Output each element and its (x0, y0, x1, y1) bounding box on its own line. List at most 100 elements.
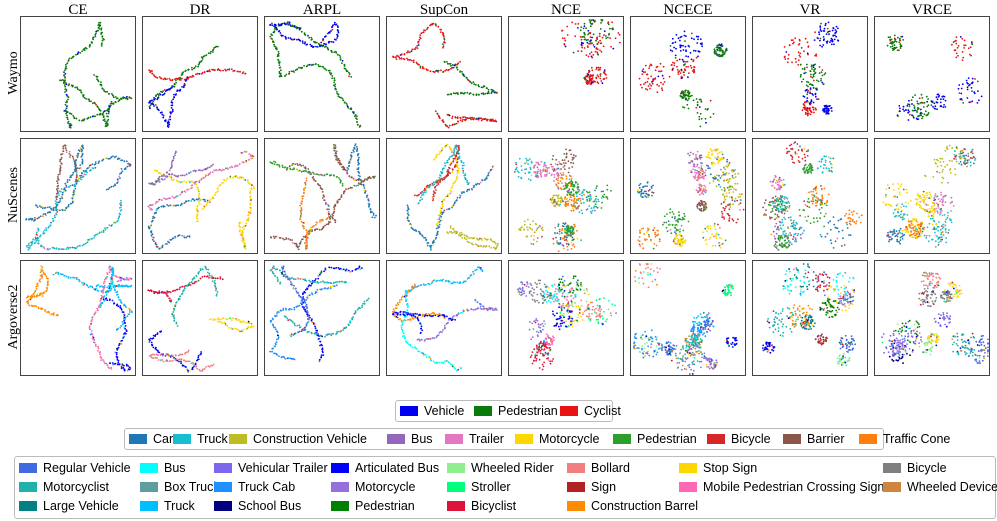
legend-item-bus: Bus (387, 431, 433, 447)
legend-item-large-vehicle: Large Vehicle (19, 498, 119, 514)
column-title-ncece: NCECE (663, 2, 713, 18)
scatter-points (638, 30, 728, 128)
scatter-points (59, 21, 133, 129)
scatter-panel-argoverse2-supcon (386, 260, 502, 376)
scatter-panel-nuscenes-dr (142, 138, 258, 254)
legend-item-regular-vehicle: Regular Vehicle (19, 460, 131, 476)
legend-item-pedestrian: Pedestrian (331, 498, 415, 514)
legend-item-bicyclist: Bicyclist (447, 498, 516, 514)
legend-label: Car (153, 432, 174, 446)
legend-label: Large Vehicle (43, 499, 119, 513)
legend-item-barrier: Barrier (783, 431, 845, 447)
column-title-supcon: SupCon (419, 2, 469, 18)
legend-label: Trailer (469, 432, 504, 446)
scatter-points (25, 144, 132, 251)
tsne-grid: CE DR ARPL SupCon NCE NCECE VR VRCE Waymo NuScene… (6, 2, 990, 376)
scatter-panel-nuscenes-ncece (630, 138, 746, 254)
legend-item-motorcyclist: Motorcyclist (19, 479, 109, 495)
legend-item-truck-cab: Truck Cab (214, 479, 295, 495)
scatter-panel-waymo-vr (752, 16, 868, 132)
scatter-panel-waymo-arpl (264, 16, 380, 132)
legend-label: School Bus (238, 499, 302, 513)
column-title-nce: NCE (551, 2, 581, 18)
legend-nuscenes: Car Truck Construction Vehicle Bus Trailer Mo… (124, 428, 950, 450)
scatter-panel-waymo-dr (142, 16, 258, 132)
legend-label: Wheeled Rider (471, 461, 554, 475)
scatter-points (637, 148, 745, 250)
legend-swatch (214, 501, 232, 511)
scatter-panel-waymo-supcon (386, 16, 502, 132)
legend-swatch (140, 482, 158, 492)
legend-swatch (515, 434, 533, 444)
legend-swatch (679, 482, 697, 492)
legend-swatch (19, 463, 37, 473)
legend-label: Mobile Pedestrian Crossing Sign (703, 480, 885, 494)
legend-swatch (567, 482, 585, 492)
legend-swatch (707, 434, 725, 444)
legend-item-stop-sign: Stop Sign (679, 460, 757, 476)
scatter-panel-waymo-ncece (630, 16, 746, 132)
legend-swatch (229, 434, 247, 444)
legend-label: Truck (164, 499, 195, 513)
scatter-points (882, 144, 977, 248)
scatter-panel-nuscenes-ce (20, 138, 136, 254)
legend-label: Barrier (807, 432, 845, 446)
legend-swatch (214, 463, 232, 473)
scatter-points (392, 22, 498, 129)
legend-swatch (567, 501, 585, 511)
scatter-points (147, 150, 255, 250)
legend-argoverse2: Regular Vehicle Motorcyclist Large Vehicle… (14, 456, 997, 519)
legend-item-bicycle: Bicycle (883, 460, 947, 476)
legend-label: Pedestrian (498, 404, 558, 418)
scatter-panel-argoverse2-dr (142, 260, 258, 376)
legend-swatch (173, 434, 191, 444)
legend-label: Motorcycle (355, 480, 416, 494)
scatter-points (406, 143, 499, 251)
legend-item-articulated-bus: Articulated Bus (331, 460, 439, 476)
scatter-panel-argoverse2-vr (752, 260, 868, 376)
legend-label: Truck Cab (238, 480, 296, 494)
legend-item-vehicle: Vehicle (400, 403, 464, 419)
legend-item-truck: Truck (173, 431, 228, 447)
scatter-points (269, 21, 362, 128)
legend-label: Sign (591, 480, 617, 494)
scatter-points (516, 275, 617, 371)
legend-swatch (447, 501, 465, 511)
legend-item-vehicular-trailer: Vehicular Trailer (214, 460, 328, 476)
legend-item-bicycle: Bicycle (707, 431, 771, 447)
scatter-panel-argoverse2-arpl (264, 260, 380, 376)
legend-item-bus: Bus (140, 460, 186, 476)
legend-item-box-truck: Box Truck (140, 479, 220, 495)
legend-label: Stop Sign (703, 461, 758, 475)
legend-label: Construction Vehicle (253, 432, 367, 446)
legend-item-bollard: Bollard (567, 460, 630, 476)
legend-item-construction-barrel: Construction Barrel (567, 498, 698, 514)
legend-label: Articulated Bus (355, 461, 440, 475)
legend-item-stroller: Stroller (447, 479, 511, 495)
legend-item-pedestrian: Pedestrian (474, 403, 558, 419)
legend-swatch (19, 501, 37, 511)
scatter-panel-nuscenes-vr (752, 138, 868, 254)
legend-swatch (883, 482, 901, 492)
legend-swatch (331, 482, 349, 492)
legend-label: Pedestrian (355, 499, 415, 513)
legend-item-car: Car (129, 431, 173, 447)
legend-label: Cyclist (584, 404, 621, 418)
legend-swatch (140, 501, 158, 511)
scatter-points (25, 265, 133, 372)
column-title-arpl: ARPL (302, 2, 342, 18)
scatter-panel-nuscenes-vrce (874, 138, 990, 254)
legend-label: Bus (164, 461, 186, 475)
legend-label: Box Truck (164, 480, 220, 494)
scatter-panel-argoverse2-ncece (630, 260, 746, 376)
legend-swatch (331, 501, 349, 511)
legend-label: Bollard (591, 461, 630, 475)
column-title-vr: VR (799, 2, 821, 18)
legend-swatch (214, 482, 232, 492)
legend-item-pedestrian: Pedestrian (613, 431, 697, 447)
scatter-points (762, 141, 863, 251)
legend-label: Bicycle (907, 461, 947, 475)
scatter-panel-argoverse2-ce (20, 260, 136, 376)
legend-swatch (129, 434, 147, 444)
legend-swatch (613, 434, 631, 444)
